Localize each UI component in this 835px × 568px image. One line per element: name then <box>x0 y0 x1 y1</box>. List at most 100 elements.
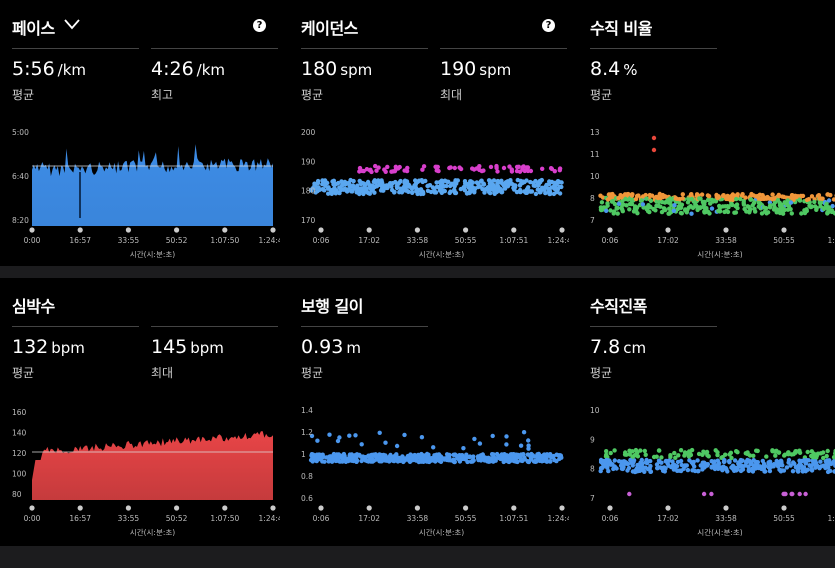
data-point <box>817 196 822 201</box>
chevron-down-icon[interactable] <box>64 18 80 30</box>
data-point <box>514 189 520 195</box>
data-point <box>770 449 775 454</box>
data-point <box>735 205 740 211</box>
x-tick-dot <box>559 505 565 511</box>
data-point <box>521 164 526 169</box>
stat-value: 0.93 m <box>301 336 361 358</box>
data-point <box>454 181 459 186</box>
data-point <box>805 449 810 455</box>
data-point <box>825 192 830 197</box>
help-icon[interactable]: ? <box>542 19 555 32</box>
data-point <box>699 192 705 197</box>
data-point <box>676 453 681 458</box>
data-point <box>472 436 477 442</box>
heart-rate-panel: 심박수 132 bpm 평균 145 bpm 최대 160 140 120 100 80 0:00 16:… <box>0 278 280 536</box>
x-tick-label: 17:02 <box>657 514 679 523</box>
data-point <box>557 191 563 196</box>
data-point <box>616 195 621 201</box>
data-point <box>481 182 487 187</box>
data-point <box>480 457 485 462</box>
data-point <box>666 458 672 463</box>
data-point <box>450 181 456 187</box>
data-point <box>373 452 378 457</box>
data-point <box>682 453 687 458</box>
data-point <box>383 169 388 174</box>
data-point <box>709 491 714 497</box>
cadence-panel: 케이던스? 180 spm 평균 190 spm 최대 200 190 180 170 0:06 17:… <box>289 0 569 258</box>
data-point <box>644 196 649 201</box>
data-point <box>517 182 523 188</box>
data-point <box>531 459 537 464</box>
data-point <box>756 200 761 205</box>
section-divider <box>0 546 835 568</box>
data-point <box>526 459 532 465</box>
data-point <box>701 201 706 207</box>
data-point <box>377 182 382 187</box>
data-point <box>824 201 829 206</box>
stat-number: 0.93 <box>301 336 344 358</box>
data-point <box>535 187 540 192</box>
data-point <box>831 455 835 460</box>
data-point <box>557 456 562 462</box>
data-point <box>767 203 773 208</box>
data-point <box>470 185 475 190</box>
data-point <box>326 191 331 196</box>
data-point <box>803 491 808 497</box>
stat-unit: cm <box>623 339 647 357</box>
data-point <box>622 452 628 457</box>
data-point <box>401 188 406 193</box>
data-point <box>373 163 378 169</box>
data-point <box>671 464 677 469</box>
data-point <box>753 209 758 214</box>
data-point <box>362 183 368 188</box>
data-point <box>436 452 442 457</box>
data-point <box>548 459 553 464</box>
x-tick-dot <box>77 227 83 233</box>
data-point <box>662 207 668 213</box>
stat-divider <box>301 48 428 49</box>
data-point <box>700 460 705 465</box>
data-point <box>794 449 799 454</box>
data-point <box>496 184 501 190</box>
data-point <box>821 450 826 455</box>
data-point <box>421 453 427 458</box>
data-point <box>712 465 717 470</box>
x-axis-title: 시간(시:분:초) <box>419 249 464 258</box>
data-point <box>779 460 784 465</box>
stat-unit: spm <box>340 61 373 79</box>
x-tick-label: 50:55 <box>773 514 795 523</box>
help-icon[interactable]: ? <box>253 19 266 32</box>
data-point <box>782 207 787 213</box>
x-tick-label: 17:02 <box>358 236 380 245</box>
x-tick-dot <box>366 227 372 233</box>
data-point <box>804 207 809 212</box>
data-point <box>697 196 702 201</box>
data-point <box>458 166 464 172</box>
data-point <box>599 200 605 205</box>
stat-value: 190 spm <box>440 58 511 80</box>
data-point <box>673 455 678 460</box>
data-point <box>557 166 563 171</box>
data-point <box>385 164 390 170</box>
x-tick-label: 50:55 <box>773 236 795 245</box>
data-point <box>364 186 369 191</box>
data-point <box>354 452 360 457</box>
y-tick-label: 9 <box>590 435 595 444</box>
data-point <box>759 211 765 216</box>
stat-label: 평균 <box>12 88 35 102</box>
data-point <box>666 463 671 468</box>
data-point <box>510 182 516 187</box>
data-point <box>627 491 632 497</box>
pace-panel: 페이스? 5:56/km 평균 4:26/km 최고 5:00 6:40 8:20 0:00 16… <box>0 0 280 258</box>
data-point <box>547 191 553 196</box>
data-point <box>400 454 405 460</box>
data-point <box>467 454 472 460</box>
data-point <box>364 189 370 195</box>
data-point <box>390 458 396 463</box>
data-point <box>353 433 358 438</box>
data-point <box>358 181 364 187</box>
data-point <box>528 179 533 185</box>
data-point <box>507 179 512 185</box>
data-point <box>656 199 661 205</box>
x-tick-dot <box>607 505 613 511</box>
